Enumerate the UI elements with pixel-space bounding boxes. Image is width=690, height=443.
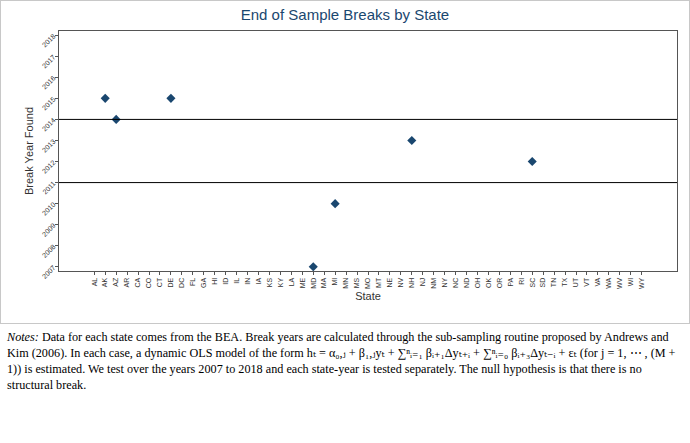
svg-text:2009: 2009 [41,222,57,238]
svg-text:MS: MS [353,277,360,288]
svg-text:VT: VT [583,277,590,287]
svg-text:CO: CO [145,277,152,288]
svg-text:WA: WA [605,277,612,288]
html-text:Notes: Data for each state com: Notes: Data for each state comes from th… [7,330,676,392]
svg-text:NE: NE [386,277,393,287]
svg-text:MT: MT [375,277,382,288]
svg-text:CT: CT [156,277,163,287]
svg-text:2013: 2013 [41,138,57,154]
svg-text:2015: 2015 [41,95,57,111]
svg-text:VA: VA [594,277,601,286]
svg-text:HI: HI [211,278,218,285]
svg-text:UT: UT [572,277,579,287]
svg-text:LA: LA [288,277,295,286]
svg-text:2008: 2008 [41,243,57,259]
svg-text:2018: 2018 [41,32,57,48]
svg-text:NY: NY [441,277,448,287]
svg-text:NH: NH [408,278,415,288]
svg-text:2012: 2012 [41,159,57,175]
svg-text:RI: RI [518,278,525,285]
svg-text:AR: AR [123,278,130,288]
svg-text:TX: TX [561,277,568,286]
svg-text:AZ: AZ [112,277,119,287]
svg-text:ID: ID [222,278,229,285]
svg-text:FL: FL [189,278,196,286]
svg-text:GA: GA [200,277,207,287]
svg-text:PA: PA [507,277,514,286]
svg-text:TN: TN [550,278,557,287]
svg-text:MA: MA [320,277,327,288]
svg-text:State: State [355,290,381,302]
svg-text:End of Sample Breaks by State: End of Sample Breaks by State [241,6,449,23]
svg-text:ME: ME [299,277,306,288]
svg-text:KS: KS [266,277,273,287]
svg-text:NM: NM [430,278,437,289]
svg-text:WV: WV [616,277,623,289]
svg-text:DC: DC [178,278,185,288]
svg-text:MO: MO [364,277,371,289]
svg-text:DE: DE [167,277,174,287]
svg-text:OR: OR [496,278,503,289]
svg-text:2016: 2016 [41,74,57,90]
svg-text:MD: MD [310,278,317,289]
svg-text:AK: AK [101,277,108,287]
svg-text:AL: AL [91,278,98,287]
svg-text:NC: NC [452,278,459,288]
svg-text:CA: CA [134,277,141,287]
svg-text:IA: IA [255,277,262,284]
svg-text:NJ: NJ [419,278,426,287]
svg-text:IL: IL [233,278,240,284]
svg-text:OH: OH [474,278,481,289]
svg-text:2007: 2007 [41,264,57,280]
svg-text:OK: OK [485,277,492,287]
svg-text:ND: ND [463,278,470,288]
svg-text:SD: SD [539,278,546,288]
svg-text:2014: 2014 [41,117,57,133]
svg-text:SC: SC [529,278,536,288]
svg-text:IN: IN [244,278,251,285]
svg-text:WY: WY [638,277,645,289]
svg-text:2017: 2017 [41,53,57,69]
svg-text:Break Year Found: Break Year Found [23,107,35,195]
svg-text:MI: MI [331,278,338,286]
svg-text:NV: NV [397,277,404,287]
svg-text:WI: WI [627,278,634,287]
svg-text:2010: 2010 [41,201,57,217]
svg-text:KY: KY [277,277,284,287]
svg-text:MN: MN [342,278,349,289]
svg-text:2011: 2011 [41,180,57,196]
